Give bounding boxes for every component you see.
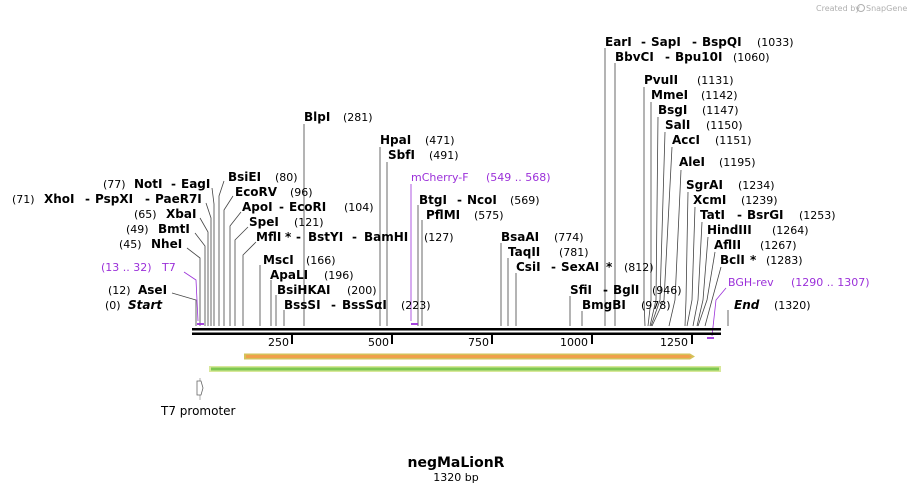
site-label-sfii[interactable]: SfiI - BglI (946) (570, 279, 682, 298)
dna-strand-top (192, 328, 721, 331)
site-label-blpi[interactable]: BlpI (281) (304, 106, 373, 125)
site-label-xcmi[interactable]: XcmI (1239) (693, 189, 778, 208)
tick-label: 500 (368, 336, 389, 349)
site-label-apoi[interactable]: ApoI - EcoRI (104) (242, 196, 374, 215)
t7-promoter-label: T7 promoter (160, 404, 236, 418)
site-label-bmgbi[interactable]: BmgBI (978) (582, 294, 671, 313)
site-label-bmti[interactable]: (49) BmtI (126, 218, 190, 237)
primer-label-mcherry[interactable]: mCherry-F (549 .. 568) (411, 166, 551, 185)
map-title: negMaLionR (408, 455, 505, 471)
brand-name: SnapGene (866, 4, 907, 13)
site-label-sali[interactable]: SalI (1150) (665, 114, 743, 133)
site-label-taqii[interactable]: TaqII (781) (508, 241, 589, 260)
brand-text: Created by (816, 4, 860, 13)
primer-label-t7[interactable]: (13 .. 32) T7 (101, 256, 176, 275)
start-label: (0) Start (105, 298, 163, 312)
site-label-bsaai[interactable]: BsaAI (774) (501, 226, 584, 245)
site-label-btgi[interactable]: BtgI - NcoI (569) (419, 189, 540, 208)
site-label-bsiei[interactable]: BsiEI (80) (228, 166, 298, 185)
site-label-ecorv[interactable]: EcoRV (96) (235, 181, 313, 200)
site-label-bbvci[interactable]: BbvCI - Bpu10I (1060) (615, 46, 770, 65)
site-label-hpai[interactable]: HpaI (471) (380, 129, 455, 148)
dna-strand-bottom (192, 332, 721, 335)
site-label-nhei[interactable]: (45) NheI (119, 233, 182, 252)
site-label-bcli[interactable]: BclI * (1283) (720, 249, 803, 268)
site-label-sgrai[interactable]: SgrAI (1234) (686, 174, 775, 193)
primer-label-bgh[interactable]: BGH-rev (1290 .. 1307) (728, 271, 870, 290)
snapgene-brand: Created by SnapGene (816, 4, 907, 13)
site-label-hindiii[interactable]: HindIII (1264) (707, 219, 809, 238)
site-label-csii[interactable]: CsiI - SexAI * (812) (516, 256, 654, 275)
site-label-eari[interactable]: EarI - SapI - BspQI (1033) (605, 31, 794, 50)
site-label-mfli[interactable]: MflI * - BstYI - BamHI (127) (256, 226, 454, 245)
t7-promoter-feature[interactable]: T7 promoter (160, 378, 236, 418)
tick-label: 1000 (560, 336, 588, 349)
end-label: End (1320) (734, 298, 811, 312)
site-label-asei[interactable]: (12) AseI (108, 279, 167, 298)
site-label-noti[interactable]: (77) NotI - EagI (103, 173, 210, 192)
tick-label: 750 (468, 336, 489, 349)
site-label-tati[interactable]: TatI - BsrGI (1253) (700, 204, 836, 223)
ruler-ticks (291, 335, 693, 344)
site-label-bsssi[interactable]: BssSI - BssSαI (223) (284, 294, 431, 313)
tick-label: 250 (268, 336, 289, 349)
snapgene-logo-icon (857, 4, 865, 12)
primer-marks (197, 323, 714, 339)
site-label-alei[interactable]: AleI (1195) (679, 151, 756, 170)
site-label-xbai[interactable]: (65) XbaI (134, 203, 196, 222)
site-label-apali[interactable]: ApaLI (196) (270, 264, 354, 283)
site-label-spei[interactable]: SpeI (121) (249, 211, 324, 230)
orf-arrow[interactable] (244, 353, 695, 360)
ruler-labels: 250 500 750 1000 1250 (268, 336, 688, 349)
site-label-acci[interactable]: AccI (1151) (672, 129, 752, 148)
site-connectors (171, 48, 729, 327)
site-label-aflii[interactable]: AflII (1267) (714, 234, 797, 253)
tick-label: 1250 (660, 336, 688, 349)
site-label-msci[interactable]: MscI (166) (263, 249, 336, 268)
site-label-bsihkai[interactable]: BsiHKAI (200) (277, 279, 377, 298)
site-label-pvuii[interactable]: PvuII (1131) (644, 69, 734, 88)
map-length: 1320 bp (433, 471, 478, 484)
site-label-mmei[interactable]: MmeI (1142) (651, 84, 738, 103)
green-feature-bar[interactable] (209, 366, 721, 372)
site-label-xhoi[interactable]: (71) XhoI - PspXI - PaeR7I (12, 188, 202, 207)
primer-connectors (183, 184, 727, 337)
site-label-sbfi[interactable]: SbfI (491) (388, 144, 459, 163)
site-label-pflmi[interactable]: PflMI (575) (426, 204, 504, 223)
site-label-bsgi[interactable]: BsgI (1147) (658, 99, 739, 118)
